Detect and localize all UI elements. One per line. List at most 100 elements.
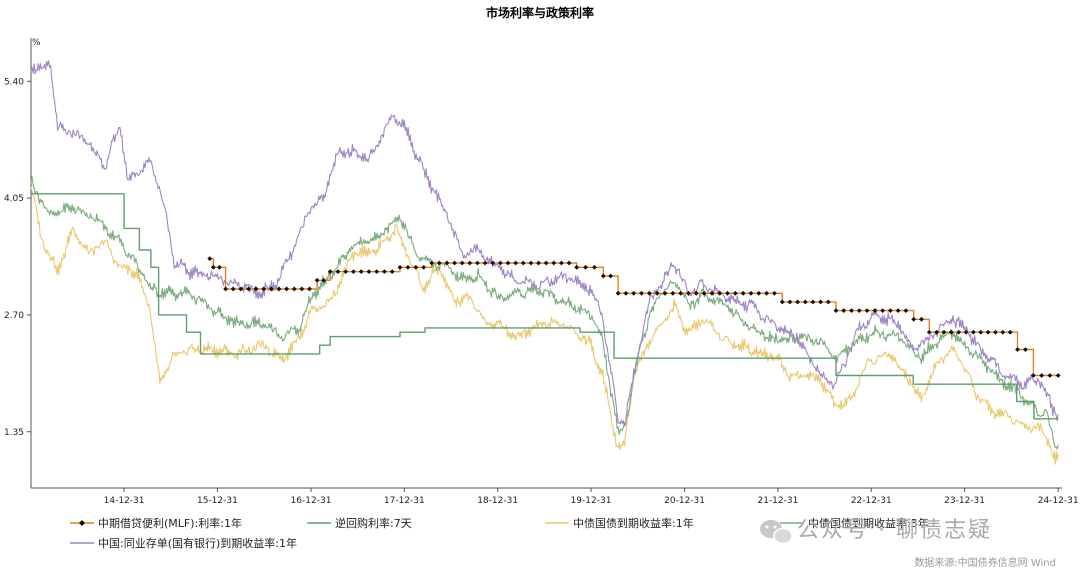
- mlf-marker: [880, 308, 885, 313]
- mlf-marker: [725, 290, 730, 296]
- mlf-marker: [210, 264, 216, 270]
- mlf-marker: [926, 329, 932, 335]
- legend-marker: [79, 520, 85, 526]
- mlf-marker: [970, 329, 976, 335]
- mlf-marker: [536, 260, 541, 266]
- x-tick-label: 17-12-31: [384, 496, 425, 506]
- mlf-marker: [732, 290, 738, 296]
- series-4: [30, 175, 1059, 450]
- mlf-marker: [268, 286, 274, 292]
- series-line: [30, 175, 1059, 450]
- series-line: [30, 187, 1059, 465]
- mlf-marker: [600, 273, 606, 279]
- series-line: [31, 193, 1059, 420]
- mlf-marker: [701, 290, 707, 296]
- mlf-marker: [985, 329, 991, 335]
- mlf-marker: [615, 290, 621, 296]
- mlf-marker: [436, 260, 442, 266]
- series-3: [30, 187, 1059, 465]
- mlf-marker: [849, 308, 854, 313]
- mlf-marker: [223, 286, 228, 292]
- mlf-marker: [941, 329, 947, 335]
- mlf-marker: [787, 299, 793, 305]
- y-tick-label: 1.35: [4, 428, 24, 438]
- mlf-marker: [358, 269, 364, 275]
- mlf-marker: [895, 308, 901, 313]
- legend-label: 中期借贷便利(MLF):利率:1年: [98, 516, 242, 530]
- mlf-marker: [631, 290, 637, 296]
- legend-item: 中债国债到期收益率:3年: [780, 516, 929, 530]
- x-tick-label: 16-12-31: [291, 496, 332, 506]
- mlf-marker: [810, 299, 816, 305]
- series-line: [30, 60, 1059, 427]
- mlf-marker: [444, 260, 450, 266]
- mlf-marker: [261, 286, 267, 292]
- mlf-marker: [764, 290, 770, 296]
- mlf-marker: [856, 308, 862, 313]
- mlf-marker: [818, 299, 824, 305]
- mlf-marker: [413, 264, 419, 270]
- x-tick-label: 22-12-31: [851, 496, 892, 506]
- x-tick-label: 15-12-31: [197, 496, 238, 506]
- mlf-marker: [559, 260, 564, 266]
- mlf-marker: [429, 260, 435, 266]
- mlf-marker: [405, 264, 411, 270]
- mlf-marker: [756, 290, 762, 296]
- mlf-marker: [284, 286, 290, 292]
- mlf-marker: [903, 308, 909, 313]
- mlf-marker: [1055, 373, 1061, 378]
- mlf-marker: [276, 286, 282, 292]
- mlf-marker: [217, 264, 222, 270]
- mlf-marker: [459, 260, 465, 266]
- mlf-marker: [956, 329, 962, 335]
- mlf-marker: [978, 329, 984, 335]
- legend-item: 逆回购利率:7天: [307, 516, 412, 530]
- legend-item: 中债国债到期收益率:1年: [545, 516, 694, 530]
- y-tick-label: 4.05: [4, 194, 24, 204]
- mlf-marker: [335, 269, 341, 275]
- x-tick-label: 24-12-31: [1038, 496, 1079, 506]
- mlf-marker: [1047, 373, 1053, 378]
- mlf-marker: [779, 299, 785, 305]
- mlf-marker: [887, 308, 893, 313]
- mlf-marker: [748, 290, 754, 296]
- series-2: [31, 193, 1059, 420]
- mlf-marker: [1030, 373, 1036, 378]
- mlf-marker: [505, 260, 511, 266]
- data-source: 数据来源:中国债券信息网 Wind: [914, 556, 1056, 569]
- wechat-icon: [760, 520, 793, 545]
- mlf-marker: [238, 286, 244, 292]
- mlf-marker: [299, 286, 305, 292]
- legend-label: 逆回购利率:7天: [335, 516, 412, 530]
- mlf-marker: [528, 260, 534, 266]
- x-tick-label: 21-12-31: [757, 496, 798, 506]
- mlf-marker: [825, 299, 831, 305]
- mlf-marker: [314, 277, 320, 283]
- mlf-marker: [520, 260, 526, 266]
- mlf-marker: [389, 269, 395, 275]
- x-tick-label: 18-12-31: [477, 496, 518, 506]
- mlf-marker: [397, 264, 403, 270]
- mlf-marker: [646, 290, 652, 296]
- mlf-marker: [475, 260, 480, 266]
- mlf-marker: [230, 286, 236, 292]
- x-tick-label: 14-12-31: [104, 496, 145, 506]
- mlf-marker: [382, 269, 387, 275]
- mlf-marker: [639, 290, 644, 296]
- y-tick-label: 2.70: [4, 311, 24, 321]
- mlf-marker: [662, 290, 668, 296]
- mlf-marker: [833, 308, 839, 313]
- mlf-marker: [421, 264, 427, 270]
- mlf-marker: [551, 260, 557, 266]
- watermark: 公众号 · 聊债志疑: [760, 518, 992, 545]
- mlf-marker: [608, 273, 614, 279]
- mlf-marker: [623, 290, 629, 296]
- mlf-marker: [543, 260, 549, 266]
- mlf-marker: [307, 286, 312, 292]
- chart-title: 市场利率与政策利率: [486, 5, 594, 20]
- mlf-marker: [686, 290, 691, 296]
- mlf-marker: [717, 290, 723, 296]
- mlf-marker: [452, 260, 457, 266]
- watermark-text: 公众号 · 聊债志疑: [797, 518, 992, 543]
- legend-item: 中期借贷便利(MLF):利率:1年: [70, 516, 242, 530]
